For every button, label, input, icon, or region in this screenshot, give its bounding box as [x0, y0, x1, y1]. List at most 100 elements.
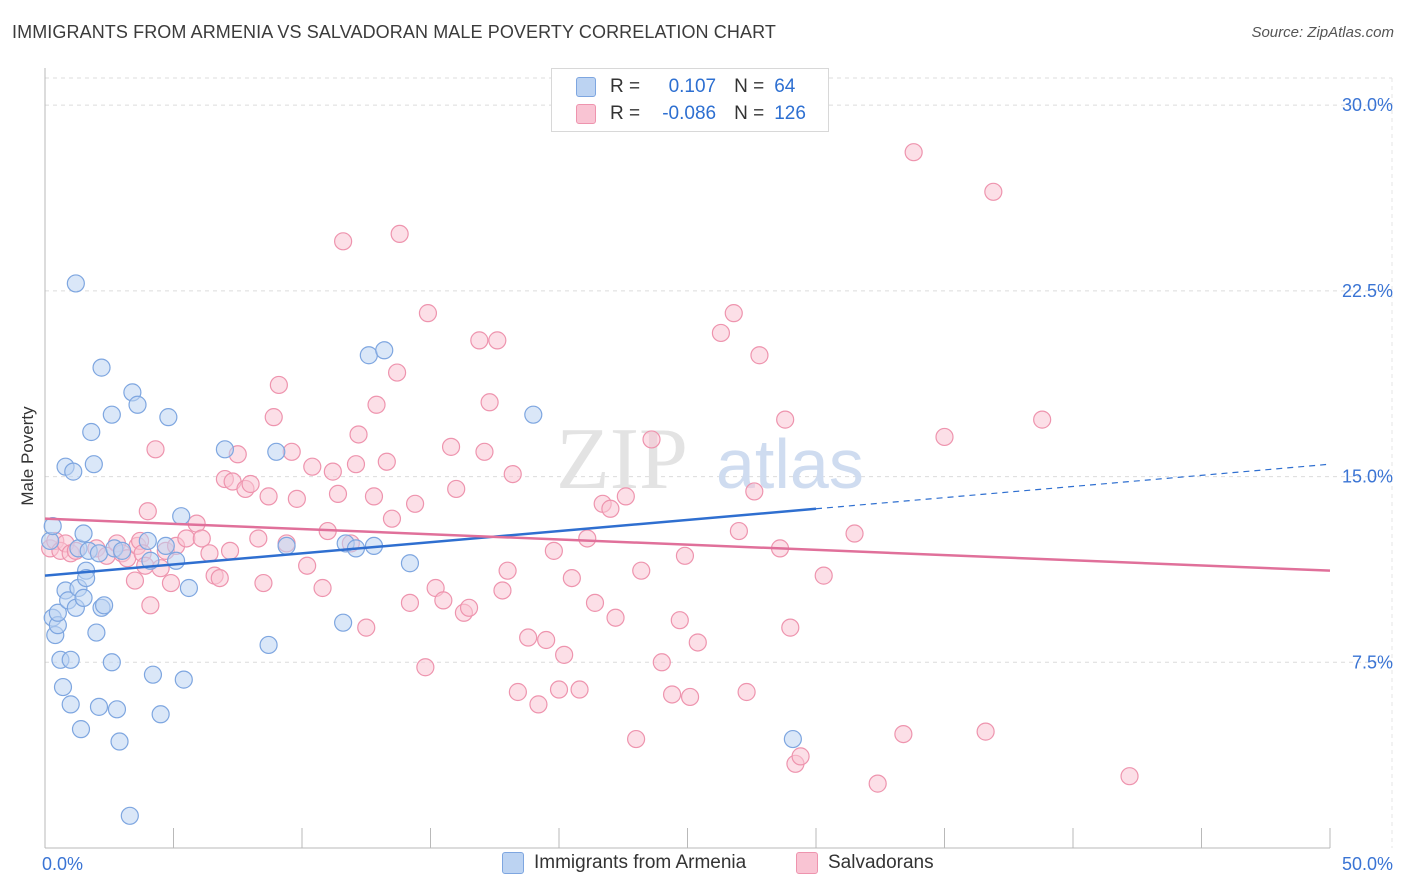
watermark-atlas: atlas: [716, 425, 864, 503]
legend-n-value: 126: [774, 103, 806, 124]
salvadoran-point: [537, 630, 556, 650]
salvadoran-point: [585, 593, 605, 612]
salvadoran-point: [498, 561, 517, 580]
armenia-point: [74, 588, 93, 608]
armenia-point: [95, 596, 114, 615]
salvadoran-point: [364, 487, 384, 506]
salvadoran-point: [814, 566, 833, 585]
armenia-point: [112, 541, 132, 560]
armenia-point: [215, 440, 234, 459]
x-tick-label-min: 0.0%: [42, 854, 83, 874]
salvadoran-point: [519, 628, 538, 647]
salvadoran-point: [662, 685, 682, 704]
salvadoran-point: [729, 521, 749, 541]
salvadoran-point: [387, 363, 407, 382]
salvadoran-point: [241, 474, 260, 494]
salvadoran-point: [349, 425, 368, 444]
correlation-legend: R = 0.107 N = 64 R = -0.086 N = 126: [551, 68, 829, 132]
salvadorans-points: [41, 143, 1139, 793]
armenia-point: [61, 650, 80, 669]
legend-r-value: 0.107: [668, 76, 717, 97]
salvadoran-point: [737, 682, 756, 702]
armenia-point: [87, 623, 106, 642]
salvadoran-point: [711, 323, 731, 343]
salvadoran-point: [984, 182, 1003, 201]
salvadoran-point: [626, 729, 646, 749]
armenia-point: [159, 408, 178, 427]
armenia-point: [102, 653, 121, 672]
salvadoran-point: [400, 593, 420, 612]
armenia-point: [53, 677, 73, 697]
armenia-point: [151, 705, 170, 724]
salvadoran-point: [259, 487, 278, 506]
bottom-legend-label: Salvadorans: [828, 852, 934, 873]
armenia-point: [71, 720, 91, 739]
salvadoran-point: [138, 502, 157, 521]
salvadoran-point: [192, 529, 211, 548]
armenia-point: [166, 551, 186, 570]
salvadoran-point: [976, 722, 995, 741]
salvadoran-point: [125, 571, 145, 590]
legend-n-label: N =: [734, 76, 765, 97]
bottom-legend-swatch-pink: [796, 852, 818, 874]
legend-swatch-blue: [576, 77, 596, 97]
salvadoran-point: [298, 556, 317, 575]
watermark: ZIP atlas: [556, 411, 864, 508]
salvadoran-point: [616, 487, 635, 506]
salvadoran-point: [390, 224, 409, 244]
salvadoran-point: [675, 546, 695, 565]
salvadoran-point: [405, 494, 425, 513]
salvadoran-point: [529, 695, 548, 714]
salvadoran-point: [868, 774, 887, 793]
salvadoran-point: [416, 658, 435, 677]
gridlines: [45, 77, 1393, 848]
salvadoran-point: [791, 747, 810, 766]
salvadoran-point: [745, 482, 764, 501]
armenia-point: [102, 405, 121, 424]
salvadoran-point: [894, 724, 913, 744]
salvadoran-point: [313, 578, 332, 598]
salvadoran-point: [549, 680, 569, 699]
salvadoran-point: [724, 304, 743, 323]
x-tick-label-max: 50.0%: [1342, 854, 1393, 874]
salvadoran-point: [570, 680, 589, 699]
bottom-legend-salvadorans: Salvadorans: [796, 852, 934, 874]
bottom-legend-swatch-blue: [502, 852, 524, 874]
salvadoran-point: [488, 331, 507, 350]
salvadoran-point: [935, 427, 954, 447]
armenia-point: [120, 806, 139, 825]
bottom-legend-armenia: Immigrants from Armenia: [502, 852, 746, 874]
tick-labels: 7.5% 15.0% 22.5% 30.0% 0.0% 50.0%: [42, 95, 1393, 874]
salvadoran-point: [688, 633, 707, 652]
armenia-point: [110, 732, 129, 751]
salvadoran-point: [642, 430, 661, 449]
y-tick-label: 7.5%: [1352, 652, 1393, 672]
armenia-point: [66, 274, 85, 293]
armenia-point: [359, 346, 378, 365]
armenia-point: [277, 536, 296, 556]
salvadoran-point: [367, 395, 386, 414]
salvadoran-point: [357, 618, 376, 637]
armenia-point: [48, 603, 67, 622]
salvadoran-point: [254, 573, 273, 593]
salvadoran-point: [434, 591, 453, 610]
armenia-point: [41, 531, 60, 551]
salvadoran-point: [249, 529, 268, 548]
armenia-point: [89, 697, 109, 716]
armenia-point: [259, 635, 278, 655]
armenia-point: [128, 395, 147, 414]
salvadoran-point: [606, 608, 625, 627]
salvadoran-point: [632, 561, 651, 580]
salvadoran-point: [508, 682, 527, 702]
armenia-point: [64, 462, 83, 481]
armenia-point: [334, 613, 353, 632]
salvadoran-point: [776, 410, 795, 429]
armenia-point: [92, 358, 111, 377]
legend-r-value: -0.086: [662, 103, 717, 124]
armenia-point: [61, 695, 80, 714]
salvadoran-point: [418, 304, 438, 323]
legend-swatch-pink: [576, 104, 596, 124]
salvadoran-point: [382, 509, 402, 528]
source-credit: Source: ZipAtlas.com: [1251, 24, 1394, 41]
